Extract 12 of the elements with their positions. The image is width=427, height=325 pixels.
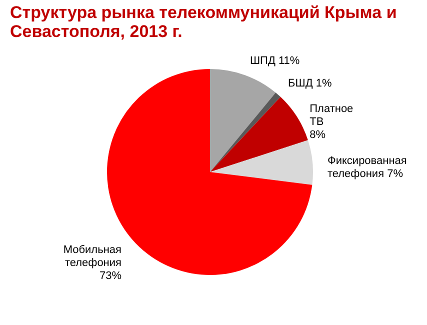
slice-label: ШПД 11% [250, 54, 300, 67]
chart-title: Структура рынка телекоммуникаций Крыма и Севастополя, 2013 г. [10, 3, 397, 41]
pie-slice [210, 96, 308, 172]
slice-label: Платное ТВ [310, 102, 354, 128]
slice-label: Фиксированная телефония 7% [327, 154, 407, 180]
slice-label: БШД 1% [288, 77, 332, 90]
pie-slice [210, 69, 276, 172]
data-label: 8% [310, 128, 326, 141]
slice-label: Мобильная телефония [63, 244, 122, 270]
pie-slice [210, 92, 281, 172]
data-label: 73% [99, 270, 122, 282]
pie-slice [210, 140, 313, 185]
